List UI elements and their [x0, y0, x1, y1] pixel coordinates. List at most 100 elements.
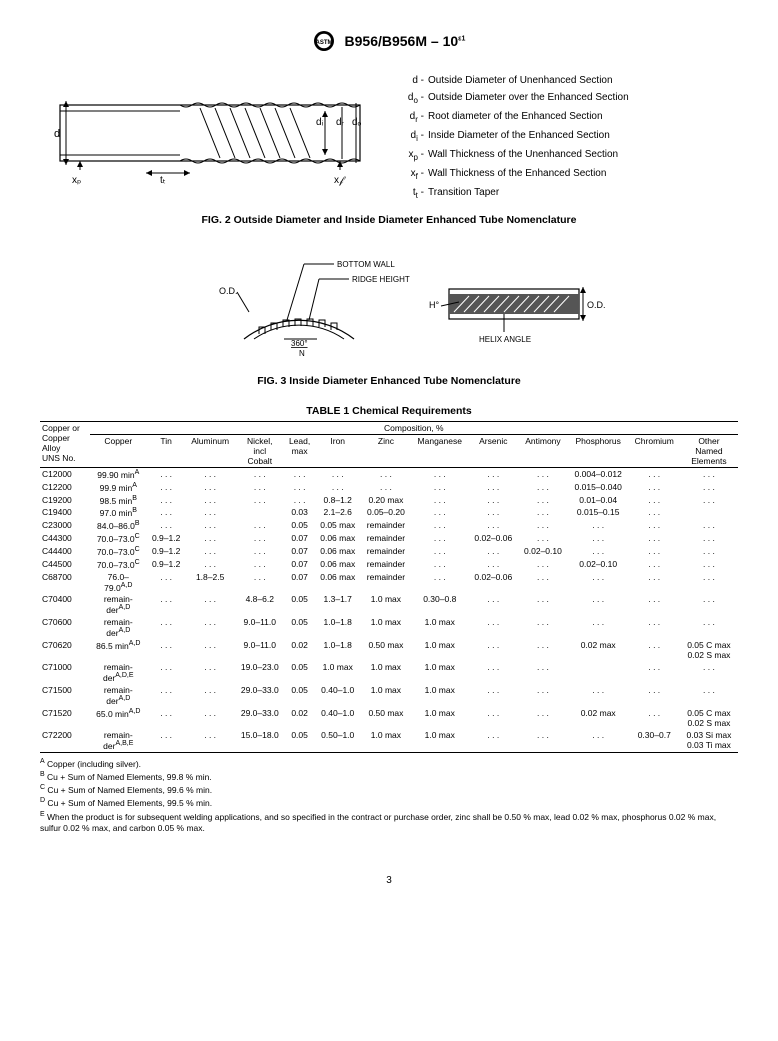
table-cell: . . .	[468, 481, 518, 494]
table-cell: . . .	[518, 616, 568, 639]
table-cell: 0.30–0.8	[411, 593, 468, 616]
table-cell: . . .	[568, 729, 629, 752]
fig2-caption: FIG. 2 Outside Diameter and Inside Diame…	[40, 214, 738, 226]
page-number: 3	[40, 875, 738, 886]
table-cell: C71500	[40, 684, 90, 707]
table-cell: . . .	[629, 684, 680, 707]
table-cell: . . .	[629, 519, 680, 532]
table-col-header: Nickel,inclCobalt	[235, 435, 285, 468]
table-cell: 0.06 max	[315, 545, 361, 558]
table-cell: . . .	[285, 481, 315, 494]
table-cell: . . .	[468, 707, 518, 729]
legend-text: Wall Thickness of the Enhanced Section	[428, 168, 738, 181]
table-cell: . . .	[680, 494, 738, 507]
table-row: C2300084.0–86.0B. . .. . .. . .0.050.05 …	[40, 519, 738, 532]
legend-row: dr -Root diameter of the Enhanced Sectio…	[400, 111, 738, 124]
table-cell: . . .	[147, 593, 185, 616]
table-cell: . . .	[629, 545, 680, 558]
table-cell: . . .	[518, 558, 568, 571]
legend-symbol: do -	[400, 92, 428, 105]
table-cell	[568, 661, 629, 684]
svg-text:360°: 360°	[291, 339, 308, 348]
table-cell: . . .	[185, 481, 235, 494]
table-row: C4430070.0–73.0C0.9–1.2. . .. . .0.070.0…	[40, 532, 738, 545]
table-cell: 1.0 max	[411, 707, 468, 729]
table-col-header: Lead,max	[285, 435, 315, 468]
table-cell: . . .	[235, 481, 285, 494]
table-cell: 29.0–33.0	[235, 684, 285, 707]
table-cell: . . .	[235, 532, 285, 545]
svg-text:HELIX ANGLE: HELIX ANGLE	[479, 335, 531, 344]
table-cell: . . .	[468, 639, 518, 661]
table-cell: 0.05	[285, 661, 315, 684]
table-cell: C71520	[40, 707, 90, 729]
table-cell: . . .	[147, 684, 185, 707]
table-cell: 0.50–1.0	[315, 729, 361, 752]
fig3-caption: FIG. 3 Inside Diameter Enhanced Tube Nom…	[40, 375, 738, 387]
table-cell: . . .	[147, 519, 185, 532]
th-composition: Composition, %	[90, 422, 738, 435]
table-cell: . . .	[568, 616, 629, 639]
table-cell: . . .	[411, 494, 468, 507]
table-cell: . . .	[185, 593, 235, 616]
table-cell: . . .	[629, 468, 680, 481]
legend-symbol: xf -	[400, 168, 428, 181]
table-cell: 70.0–73.0C	[90, 558, 147, 571]
table-cell: . . .	[411, 468, 468, 481]
table-cell: . . .	[629, 532, 680, 545]
table-cell: 0.05	[285, 729, 315, 752]
table-cell: . . .	[629, 639, 680, 661]
table-cell: remainder	[361, 571, 411, 594]
table-cell: C70600	[40, 616, 90, 639]
table-cell: . . .	[235, 558, 285, 571]
table-cell: 0.02	[285, 639, 315, 661]
fig2-container: d dᵢ dᵣ dₒ xₚ tₜ x𝒻 d -Outside Diameter …	[40, 75, 738, 206]
table-row: C1920098.5 minB. . .. . .. . .. . .0.8–1…	[40, 494, 738, 507]
table-cell: 0.02–0.10	[518, 545, 568, 558]
table-cell: . . .	[518, 481, 568, 494]
table-cell: 0.9–1.2	[147, 558, 185, 571]
table-cell: . . .	[568, 519, 629, 532]
fig2-legend: d -Outside Diameter of Unenhanced Sectio…	[400, 75, 738, 206]
table-row: C70400remain-derA,D. . .. . .4.8–6.20.05…	[40, 593, 738, 616]
table-cell: 0.40–1.0	[315, 684, 361, 707]
table-row: C1220099.9 minA. . .. . .. . .. . .. . .…	[40, 481, 738, 494]
table-cell: . . .	[518, 593, 568, 616]
table-col-header: Iron	[315, 435, 361, 468]
table-row: C1200099.90 minA. . .. . .. . .. . .. . …	[40, 468, 738, 481]
table-cell: . . .	[185, 729, 235, 752]
table-cell: 0.01–0.04	[568, 494, 629, 507]
table-cell: 0.50 max	[361, 639, 411, 661]
table-cell: 0.06 max	[315, 571, 361, 594]
table-cell: . . .	[285, 494, 315, 507]
table-cell: remain-derA,D	[90, 593, 147, 616]
table-cell: . . .	[185, 639, 235, 661]
table-cell: 1.0 max	[411, 616, 468, 639]
table-cell: . . .	[629, 481, 680, 494]
table-cell: 0.02–0.10	[568, 558, 629, 571]
table-cell: 0.05 max	[315, 519, 361, 532]
legend-row: xp -Wall Thickness of the Unenhanced Sec…	[400, 149, 738, 162]
table-cell: . . .	[411, 481, 468, 494]
table-cell: . . .	[568, 684, 629, 707]
table-cell: 1.0 max	[361, 593, 411, 616]
table-cell: . . .	[680, 593, 738, 616]
table-cell: 0.02–0.06	[468, 571, 518, 594]
table-cell: . . .	[147, 494, 185, 507]
table-cell: 65.0 minA,D	[90, 707, 147, 729]
fig3-od-label: O.D.	[219, 286, 238, 296]
table-cell: C12000	[40, 468, 90, 481]
table-cell: . . .	[518, 494, 568, 507]
table-cell: 0.02 max	[568, 639, 629, 661]
table-cell: . . .	[680, 558, 738, 571]
table-row: C4450070.0–73.0C0.9–1.2. . .. . .0.070.0…	[40, 558, 738, 571]
table-cell: 0.02 max	[568, 707, 629, 729]
table-col-header: Manganese	[411, 435, 468, 468]
table-row: C6870076.0–79.0A,D. . .1.8–2.5. . .0.070…	[40, 571, 738, 594]
table-cell: . . .	[361, 481, 411, 494]
table-col-header: Chromium	[629, 435, 680, 468]
legend-text: Transition Taper	[428, 187, 738, 200]
table-cell: 0.05	[285, 519, 315, 532]
table-cell: . . .	[185, 661, 235, 684]
table1-body: C1200099.90 minA. . .. . .. . .. . .. . …	[40, 468, 738, 753]
